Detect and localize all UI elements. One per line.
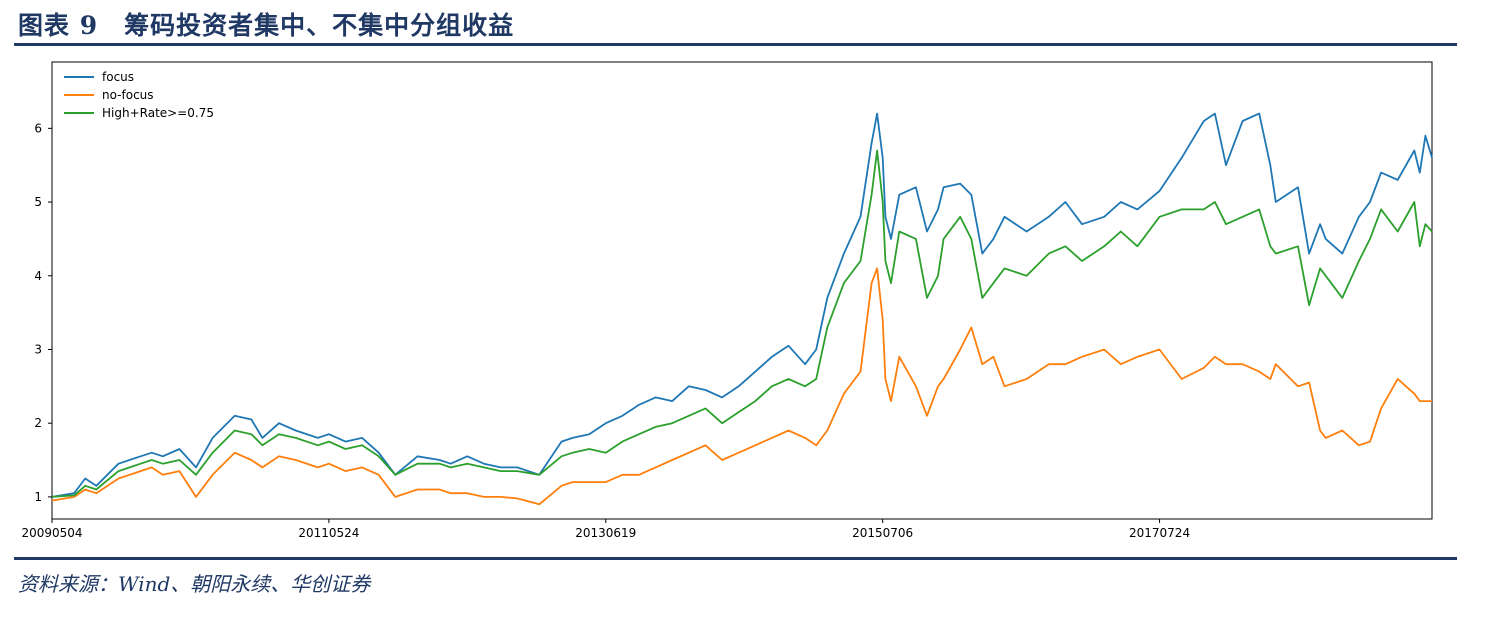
x-tick-label: 20110524 [298, 526, 359, 540]
chart-axes [48, 61, 1433, 523]
x-tick-label: 20130619 [575, 526, 636, 540]
top-rule [14, 43, 1457, 46]
x-tick-label: 20150706 [852, 526, 913, 540]
legend-label-high_rate: High+Rate>=0.75 [102, 106, 214, 120]
y-tick-label: 4 [34, 269, 42, 283]
x-tick-label: 20170724 [1129, 526, 1190, 540]
plot-frame [51, 61, 1433, 520]
legend: focus no-focus High+Rate>=0.75 [64, 70, 214, 120]
figure-title: 图表 9 筹码投资者集中、不集中分组收益 [18, 11, 515, 40]
tick-labels: 1 2 3 4 5 6 20090504 20110524 20130619 20150706 20… [21, 121, 1190, 540]
source-note: 资料来源：Wind、朝阳永续、华创证券 [18, 572, 371, 596]
legend-label-focus: focus [102, 70, 134, 84]
plot-area [52, 62, 1432, 519]
y-tick-label: 6 [34, 121, 42, 135]
legend-label-no_focus: no-focus [102, 88, 154, 102]
y-tick-label: 2 [34, 416, 42, 430]
y-tick-label: 1 [34, 490, 42, 504]
y-tick-label: 5 [34, 195, 42, 209]
series-line-no_focus [51, 267, 1432, 506]
bottom-rule [14, 557, 1457, 560]
series-lines [51, 112, 1433, 506]
y-tick-label: 3 [34, 342, 42, 356]
series-line-focus [51, 112, 1433, 498]
series-line-high_rate [51, 149, 1433, 498]
x-tick-label: 20090504 [21, 526, 82, 540]
